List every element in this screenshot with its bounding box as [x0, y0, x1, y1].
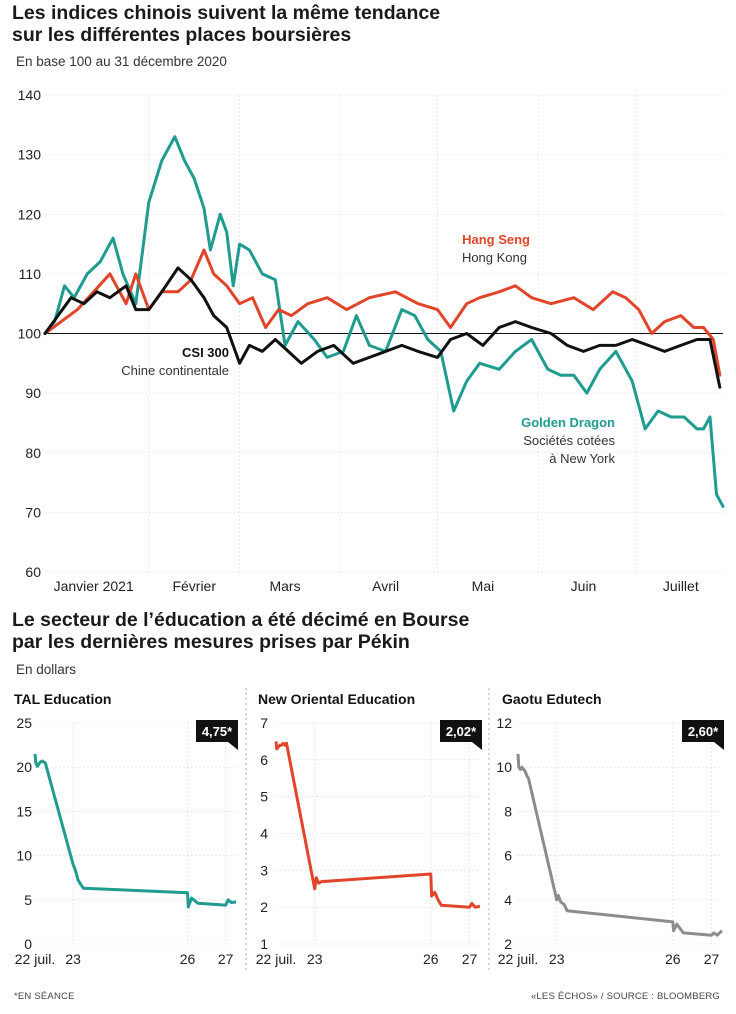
price-badge-pointer [714, 742, 724, 750]
panel-x-tick-label: 23 [307, 951, 323, 967]
panel-series-line [516, 753, 724, 937]
main-x-axis: Janvier 2021 Février Mars Avril Mai Juin Juill… [54, 578, 699, 594]
panel-title: New Oriental Education [258, 691, 415, 707]
y-tick-label: 120 [18, 206, 42, 222]
footnote: *EN SÉANCE [14, 991, 75, 1002]
label-csi300: CSI 300 [182, 345, 229, 360]
chart-title-top-line2: sur les différentes places boursières [12, 24, 352, 46]
y-tick-label: 90 [25, 385, 41, 401]
panel-x-tick-label: 26 [665, 951, 681, 967]
panel-tal-education: TAL Education 0 5 10 15 20 25 22 juil. 23 26 27 4,7… [14, 691, 238, 967]
label-societes-cotees: Sociétés cotées [523, 433, 615, 448]
main-y-axis: 60 70 80 90 100 110 120 130 140 [18, 87, 42, 580]
panel-y-tick-label: 6 [504, 848, 512, 864]
panel-series-line [274, 741, 481, 909]
panel-y-tick-label: 10 [16, 848, 32, 864]
panel-y-tick-label: 1 [260, 936, 268, 952]
label-chine-continentale: Chine continentale [121, 363, 229, 378]
chart-title-bottom-line2: par les dernières mesures prises par Pék… [12, 631, 410, 653]
panel-y-tick-label: 8 [504, 803, 512, 819]
y-tick-label: 130 [18, 147, 42, 163]
price-badge [196, 720, 238, 742]
panel-y-tick-label: 12 [496, 715, 512, 731]
panel-x-tick-label: 23 [549, 951, 565, 967]
panel-x-tick-label: 22 juil. [498, 951, 538, 967]
panel-y-tick-label: 2 [504, 936, 512, 952]
panel-y-tick-label: 4 [260, 826, 268, 842]
panel-y-tick-label: 0 [24, 936, 32, 952]
x-tick-label: Mai [472, 578, 495, 594]
source-credit: «LES ÉCHOS» / SOURCE : BLOOMBERG [530, 991, 720, 1002]
y-tick-label: 100 [18, 326, 42, 342]
panel-x-tick-label: 22 juil. [256, 951, 296, 967]
x-tick-label: Février [172, 578, 216, 594]
panel-series-line [33, 753, 237, 909]
y-tick-label: 140 [18, 87, 42, 103]
chart-subtitle-bottom: En dollars [16, 662, 77, 677]
panel-x-tick-label: 27 [704, 951, 720, 967]
panel-y-tick-label: 7 [260, 715, 268, 731]
panel-x-tick-label: 22 juil. [15, 951, 55, 967]
label-a-new-york: à New York [549, 451, 615, 466]
panel-x-tick-label: 26 [423, 951, 439, 967]
main-grid [45, 94, 723, 573]
panel-y-tick-label: 4 [504, 892, 512, 908]
panel-y-tick-label: 3 [260, 862, 268, 878]
panel-x-tick-label: 23 [65, 951, 81, 967]
main-chart: 60 70 80 90 100 110 120 130 140 Janvier 2021 Févr… [18, 87, 725, 594]
panel-x-tick-label: 27 [218, 951, 234, 967]
panel-x-tick-label: 27 [462, 951, 478, 967]
price-badge-pointer [472, 742, 482, 750]
panel-y-tick-label: 25 [16, 715, 32, 731]
panel-title: Gaotu Edutech [502, 691, 602, 707]
price-badge [682, 720, 724, 742]
x-tick-label: Juin [571, 578, 597, 594]
series-line-csi-300 [43, 266, 722, 389]
x-tick-label: Avril [372, 578, 399, 594]
price-badge-pointer [228, 742, 238, 750]
panel-gaotu-edutech: Gaotu Edutech 2 4 6 8 10 12 22 juil. 23 26 27 2,60* [496, 691, 724, 967]
panel-y-tick-label: 6 [260, 752, 268, 768]
y-tick-label: 110 [19, 266, 42, 282]
price-badge-label: 2,60* [688, 724, 719, 739]
price-badge-label: 4,75* [202, 724, 233, 739]
panel-y-tick-label: 20 [16, 759, 32, 775]
panel-y-tick-label: 2 [260, 899, 268, 915]
panel-y-tick-label: 10 [496, 759, 512, 775]
series-line-golden-dragon [43, 135, 725, 508]
x-tick-label: Janvier 2021 [54, 578, 134, 594]
x-tick-label: Juillet [663, 578, 699, 594]
label-hong-kong: Hong Kong [462, 250, 527, 265]
chart-title-bottom-line1: Le secteur de l’éducation a été décimé e… [12, 609, 470, 631]
panel-title: TAL Education [14, 691, 111, 707]
y-tick-label: 80 [25, 445, 41, 461]
panel-y-tick-label: 5 [24, 892, 32, 908]
y-tick-label: 60 [25, 564, 41, 580]
main-series-lines [43, 135, 725, 508]
price-badge-label: 2,02* [446, 724, 477, 739]
chart-subtitle-top: En base 100 au 31 décembre 2020 [16, 54, 227, 69]
label-golden-dragon: Golden Dragon [521, 415, 615, 430]
panel-x-tick-label: 26 [180, 951, 196, 967]
chart-title-top-line1: Les indices chinois suivent la même tend… [12, 2, 441, 24]
panel-y-tick-label: 5 [260, 789, 268, 805]
y-tick-label: 70 [25, 504, 41, 520]
price-badge [440, 720, 482, 742]
x-tick-label: Mars [269, 578, 300, 594]
label-hang-seng: Hang Seng [462, 232, 530, 247]
panel-y-tick-label: 15 [16, 803, 32, 819]
